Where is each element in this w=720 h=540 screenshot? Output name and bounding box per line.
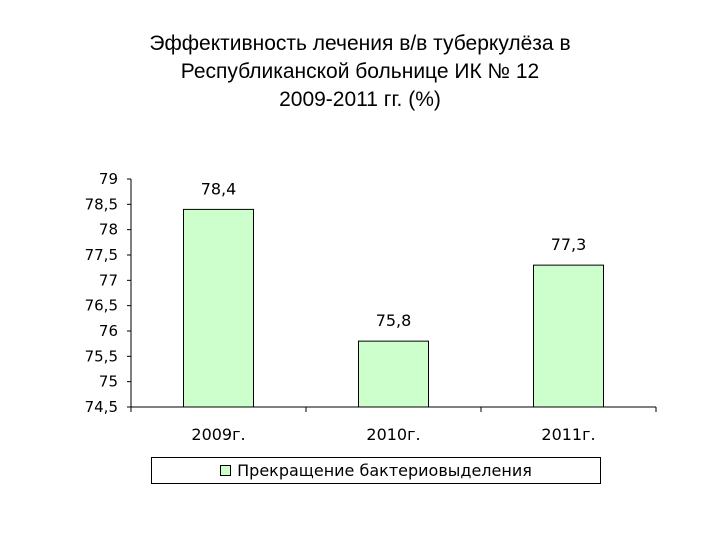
legend-label: Прекращение бактериовыделения xyxy=(237,461,532,480)
y-tick-label: 78 xyxy=(99,221,118,239)
bar xyxy=(533,264,604,408)
y-tick-label: 77,5 xyxy=(85,246,118,264)
chart-title-line-1: Эффективность лечения в/в туберкулёза в xyxy=(149,32,571,55)
x-tick-label: 2010г. xyxy=(366,425,420,444)
y-tick-label: 75 xyxy=(99,373,118,391)
y-tick-label: 77 xyxy=(99,271,118,289)
data-label: 77,3 xyxy=(551,235,587,254)
data-label: 78,4 xyxy=(201,179,237,198)
y-tick-label: 76,5 xyxy=(85,297,118,315)
chart-title-line-3: 2009-2011 гг. (%) xyxy=(279,88,441,111)
y-tick-label: 78,5 xyxy=(85,195,118,213)
bar xyxy=(183,208,254,408)
x-tick-label: 2009г. xyxy=(191,425,245,444)
chart-title: Эффективность лечения в/в туберкулёза в … xyxy=(60,30,660,114)
y-tick-label: 75,5 xyxy=(85,347,118,365)
data-label: 75,8 xyxy=(376,311,412,330)
y-tick-label: 74,5 xyxy=(85,398,118,416)
x-tick-label: 2011г. xyxy=(541,425,595,444)
chart-title-line-2: Республиканской больнице ИК № 12 xyxy=(180,60,540,83)
bar xyxy=(358,340,429,408)
y-tick-label: 79 xyxy=(99,170,118,188)
legend: Прекращение бактериовыделения xyxy=(151,457,601,484)
legend-swatch xyxy=(220,465,232,476)
y-tick-label: 76 xyxy=(99,322,118,340)
